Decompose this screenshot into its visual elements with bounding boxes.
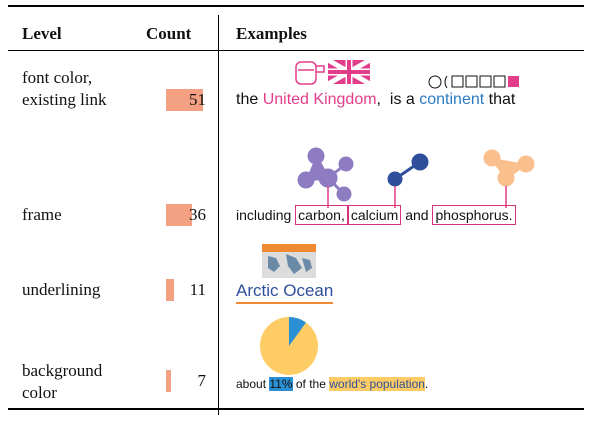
text: , — [376, 91, 381, 108]
molecule-carbon — [297, 147, 354, 202]
count-bar — [166, 279, 174, 301]
pie-icon — [260, 317, 318, 375]
count-cell: 51 — [166, 89, 206, 111]
count-cell: 11 — [166, 279, 206, 301]
framed-text: calcium — [347, 205, 402, 225]
count-bar — [166, 89, 203, 111]
text: about — [236, 377, 267, 391]
connector-lines — [327, 186, 507, 208]
text: the — [236, 91, 259, 108]
level: frame — [22, 205, 62, 224]
count: 51 — [189, 90, 206, 109]
count-bar — [166, 204, 192, 226]
example: including carbon, calcium and phosphorus. — [236, 205, 516, 225]
example-icons — [260, 57, 535, 375]
level: background color — [22, 361, 103, 402]
example: about 11% of the world's population. — [236, 377, 428, 391]
colored-text: continent — [419, 91, 485, 108]
framed-text: phosphorus. — [432, 205, 516, 225]
level: underlining — [22, 280, 101, 299]
level: font color, existing link — [22, 68, 107, 109]
text: including — [236, 207, 292, 223]
molecule-phosphorus — [483, 149, 535, 187]
count: 11 — [189, 280, 206, 299]
column-rule — [218, 15, 219, 415]
count-cell: 36 — [166, 204, 206, 226]
map-icon — [262, 244, 316, 278]
count: 7 — [197, 371, 207, 390]
highlighted-text: world's population — [329, 377, 425, 391]
count: 36 — [189, 205, 206, 224]
device-icon — [295, 61, 325, 85]
uk-flag — [326, 57, 372, 87]
highlighted-text: 11% — [269, 377, 293, 391]
molecule-calcium — [387, 153, 429, 187]
text: is a — [389, 91, 415, 108]
header-level: Level — [22, 24, 62, 43]
text: of the — [295, 377, 326, 391]
example: the United Kingdom, is a continent that — [236, 91, 515, 109]
continent-icons — [428, 75, 519, 89]
top-rule — [8, 5, 584, 7]
header-rule — [8, 50, 584, 51]
header-count: Count — [146, 24, 192, 43]
colored-text: United Kingdom — [262, 91, 377, 108]
framed-text: carbon, — [295, 205, 348, 225]
count-cell: 7 — [166, 370, 206, 392]
text: that — [488, 91, 516, 108]
text: . — [424, 377, 429, 391]
count-bar — [166, 370, 172, 392]
underlined-text: Arctic Ocean — [236, 281, 334, 304]
text: and — [405, 207, 429, 223]
bottom-rule — [8, 408, 584, 410]
header-examples: Examples — [236, 24, 307, 43]
